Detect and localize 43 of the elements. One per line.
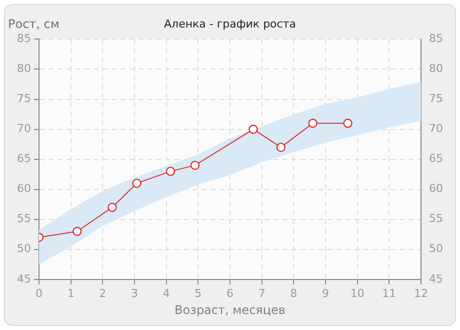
- y2-tick-label: 85: [429, 32, 444, 46]
- y-tick-label: 65: [16, 152, 31, 166]
- point: [72, 226, 82, 236]
- chart-title: Аленка - график роста: [164, 17, 296, 30]
- y-tick-label: 70: [16, 122, 31, 136]
- y2-tick-label: 80: [429, 62, 444, 76]
- y-tick-label: 55: [16, 212, 31, 226]
- y-tick-label: 50: [16, 242, 31, 256]
- y2-tick-label: 45: [429, 272, 444, 286]
- point: [248, 124, 258, 134]
- x-tick-label: 7: [258, 286, 266, 300]
- x-tick-label: 12: [414, 286, 428, 300]
- y2-tick-label: 60: [429, 182, 444, 196]
- y2-tick-label: 50: [429, 242, 444, 256]
- x-tick-label: 5: [194, 286, 202, 300]
- x-axis-title: Возраст, месяцев: [174, 302, 286, 317]
- point: [343, 118, 352, 128]
- y-tick-label: 45: [16, 272, 31, 286]
- x-tick-label: 1: [67, 286, 74, 300]
- x-tick-label: 11: [382, 286, 396, 300]
- x-tick-label: 3: [131, 286, 138, 300]
- y2-tick-label: 65: [429, 152, 444, 166]
- x-tick-label: 6: [226, 286, 234, 300]
- y2-tick-label: 55: [429, 212, 444, 226]
- x-tick-label: 2: [99, 286, 106, 300]
- point: [132, 178, 142, 188]
- y-tick-label: 75: [16, 92, 31, 106]
- x-tick-label: 4: [162, 286, 170, 300]
- y2-tick-label: 75: [429, 92, 444, 106]
- y-tick-label: 85: [16, 32, 31, 46]
- x-tick-label: 10: [350, 286, 364, 300]
- point: [308, 118, 318, 128]
- x-tick-label: 0: [35, 286, 42, 300]
- point: [108, 202, 117, 212]
- y2-tick-label: 70: [429, 122, 444, 136]
- x-tick-label: 8: [290, 286, 298, 300]
- point: [190, 160, 200, 170]
- y-tick-label: 60: [16, 182, 31, 196]
- x-tick-label: 9: [322, 286, 329, 300]
- point: [166, 166, 176, 176]
- y-axis-title: Рост, см: [8, 17, 60, 31]
- y-tick-label: 80: [16, 62, 31, 76]
- point: [276, 142, 286, 152]
